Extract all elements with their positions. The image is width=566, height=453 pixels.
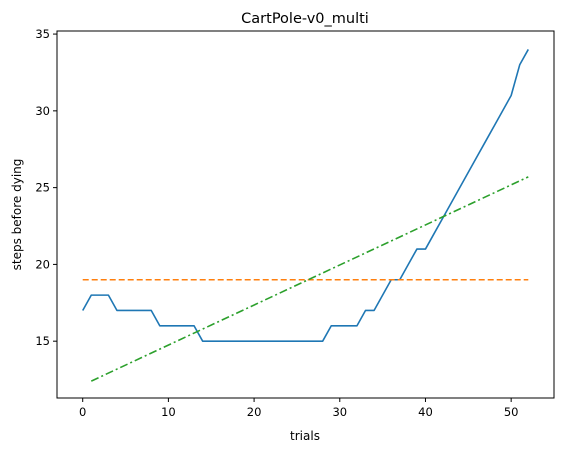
plot-area-frame [56,30,555,399]
series-layer [82,49,529,382]
x-tick-label: 50 [504,405,519,419]
x-tick-label: 30 [332,405,347,419]
y-tick-label: 20 [35,257,50,271]
y-tick-label: 35 [35,27,50,41]
chart-title: CartPole-v0_multi [241,11,369,27]
x-tick-label: 20 [247,405,262,419]
y-tick-label: 30 [35,104,50,118]
series-line-1 [82,49,529,342]
x-tick-label: 10 [161,405,176,419]
y-axis-label: steps before dying [10,159,24,271]
y-tick-label: 25 [35,181,50,195]
x-tick-label: 40 [418,405,433,419]
series-line-3 [90,176,529,382]
ticks-layer: 0 10 20 30 40 50 15 20 25 30 35 [35,27,518,419]
x-axis-label: trials [290,429,320,443]
y-tick-label: 15 [35,334,50,348]
x-tick-label: 0 [79,405,86,419]
